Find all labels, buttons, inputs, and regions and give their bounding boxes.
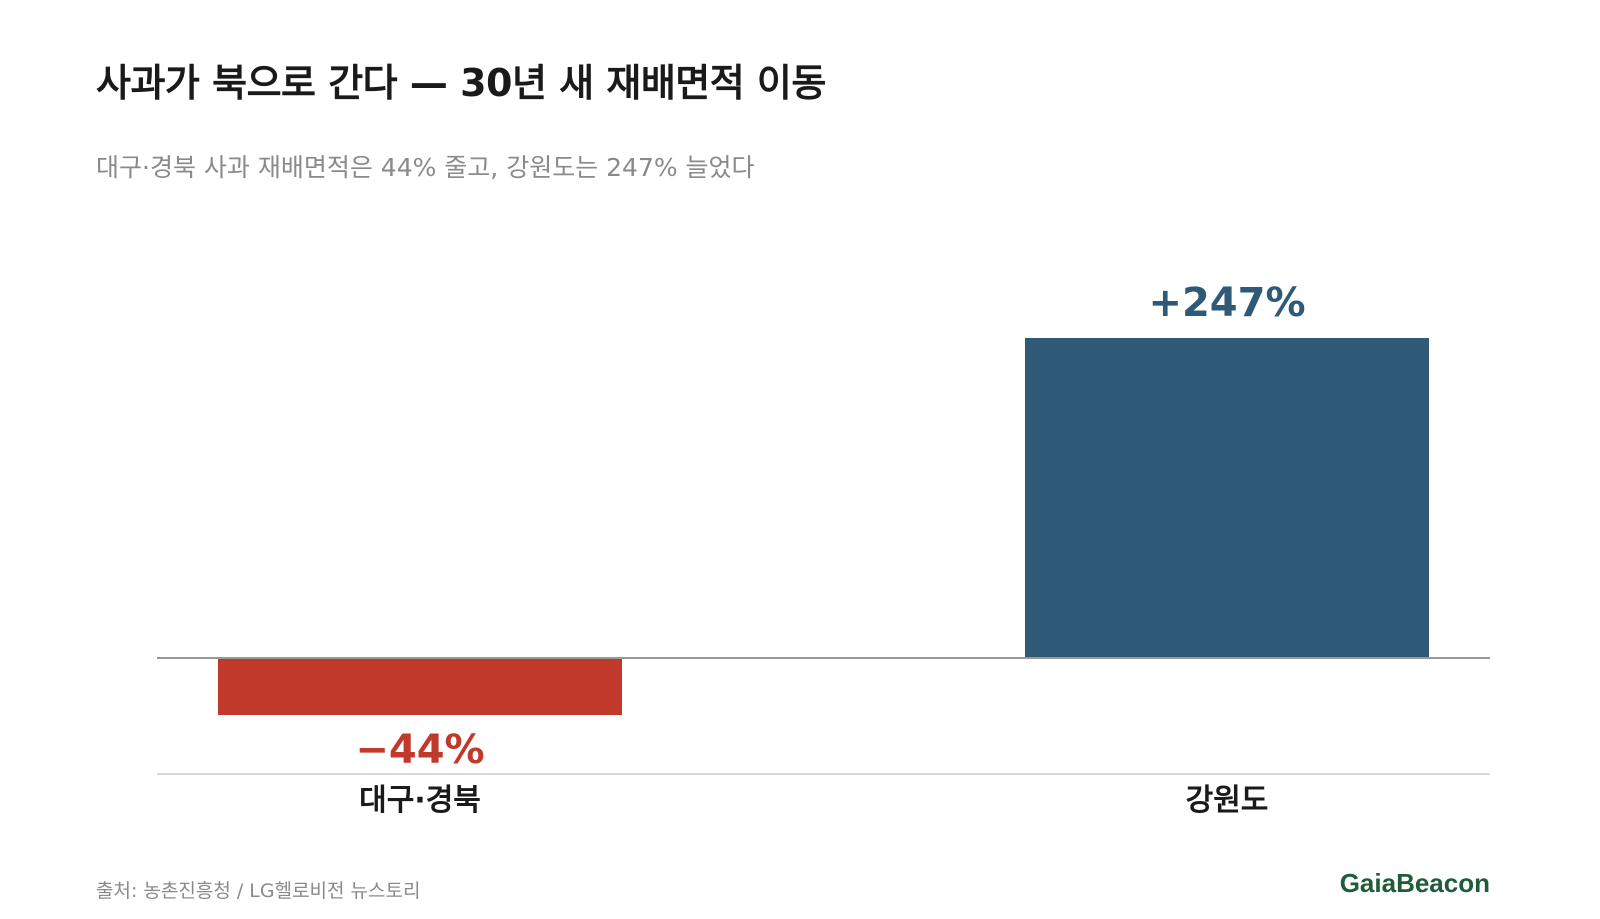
- chart-subtitle: 대구·경북 사과 재배면적은 44% 줄고, 강원도는 247% 늘었다: [96, 153, 755, 182]
- bar-0: [218, 658, 622, 716]
- category-label-1: 강원도: [1186, 783, 1269, 818]
- data-label-1: +247%: [1148, 280, 1305, 326]
- chart-title: 사과가 북으로 간다 — 30년 새 재배면적 이동: [96, 61, 826, 105]
- bar-1: [1025, 338, 1429, 658]
- data-label-0: −44%: [355, 727, 484, 773]
- brand-logo: GaiaBeacon: [1339, 868, 1490, 898]
- category-label-0: 대구·경북: [359, 783, 481, 818]
- source-note: 출처: 농촌진흥청 / LG헬로비전 뉴스토리: [96, 880, 421, 902]
